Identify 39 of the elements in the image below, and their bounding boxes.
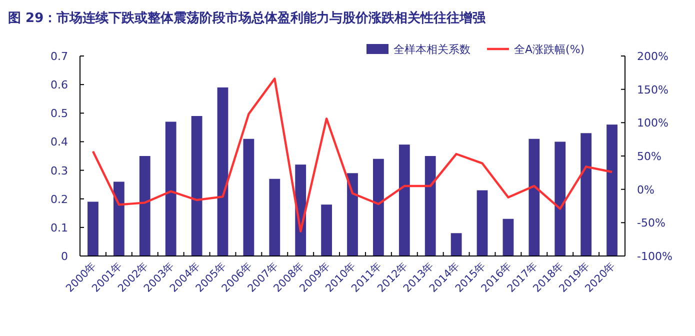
bar [139,156,150,256]
y-tick-label: 0.2 [50,192,68,206]
y2-tick-label: 100% [637,116,668,130]
y-tick-label: 0.4 [50,136,68,149]
bar [606,124,618,256]
y-tick-label: 0.7 [50,50,68,63]
bar [165,122,176,256]
y2-tick-label: 200% [637,50,668,63]
y2-tick-label: 0% [637,183,654,196]
y2-tick-label: -50% [637,216,666,230]
bar [269,178,280,256]
y-tick-label: 0.1 [50,221,68,234]
bar [217,87,228,256]
bar [476,190,488,256]
bar [191,116,202,256]
bar [424,156,436,256]
bar [554,142,566,256]
legend-label: 全样本相关系数 [394,43,470,56]
bar [450,233,462,256]
y-tick-label: 0 [61,250,68,263]
y-tick-label: 0.3 [50,164,68,178]
legend-label: 全A涨跌幅(%) [514,43,585,56]
bar [580,133,592,256]
bar [243,138,254,256]
bar [398,144,410,256]
line-series [92,78,614,232]
bar [113,182,124,256]
bar [528,138,540,256]
bar [502,218,514,256]
bar [347,173,358,256]
bar [88,202,98,256]
bar [321,204,332,256]
bar [373,158,384,256]
chart-title: 图 29：市场连续下跌或整体震荡阶段市场总体盈利能力与股价涨跌相关性往往增强 [8,10,487,26]
y2-tick-label: -100% [637,250,672,263]
y2-tick-label: 150% [637,83,668,96]
y-tick-label: 0.5 [50,107,68,120]
y2-tick-label: 50% [637,150,662,163]
y-tick-label: 0.6 [50,78,68,92]
